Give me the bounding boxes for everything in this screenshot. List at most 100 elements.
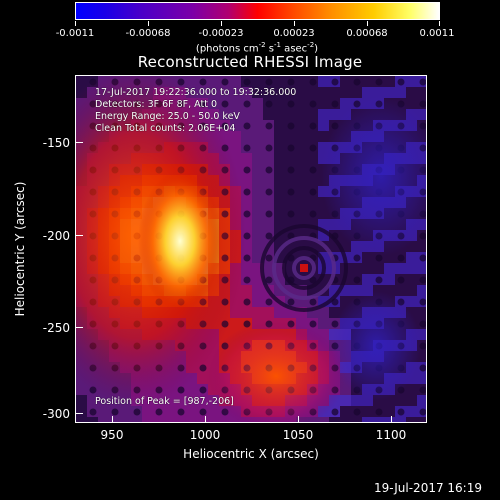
blue-region <box>321 96 426 256</box>
image-pixel <box>395 285 406 296</box>
colorbar-tick-label: 0.00068 <box>346 28 388 39</box>
image-pixel <box>318 120 329 131</box>
image-pixel <box>263 263 274 274</box>
image-pixel <box>274 197 285 208</box>
image-pixel <box>252 285 263 296</box>
image-pixel <box>230 318 241 329</box>
source-ring <box>292 256 316 280</box>
image-pixel <box>252 307 263 318</box>
image-pixel <box>406 384 417 395</box>
image-pixel <box>417 395 426 406</box>
image-pixel <box>406 263 417 274</box>
residual-hole <box>353 408 361 416</box>
image-pixel <box>318 252 329 263</box>
image-pixel <box>197 417 208 422</box>
image-pixel <box>307 307 318 318</box>
image-pixel <box>208 406 219 417</box>
image-pixel <box>285 131 296 142</box>
image-pixel <box>318 98 329 109</box>
residual-hole <box>419 78 426 86</box>
image-pixel <box>241 131 252 142</box>
image-pixel <box>241 87 252 98</box>
image-pixel <box>274 87 285 98</box>
image-pixel <box>274 252 285 263</box>
peak-position-text: Position of Peak = [987,-206] <box>95 396 234 407</box>
image-pixel <box>417 351 426 362</box>
compact-source <box>300 264 308 272</box>
image-pixel <box>98 406 109 417</box>
image-pixel <box>406 87 417 98</box>
image-pixel <box>219 87 230 98</box>
image-pixel <box>351 285 362 296</box>
image-pixel <box>296 153 307 164</box>
residual-hole <box>287 166 295 174</box>
image-pixel <box>318 329 329 340</box>
image-pixel <box>340 76 351 87</box>
residual-hole <box>221 78 229 86</box>
image-pixel <box>98 395 109 406</box>
residual-hole <box>199 386 207 394</box>
image-pixel <box>252 109 263 120</box>
image-pixel <box>252 296 263 307</box>
image-pixel <box>318 76 329 87</box>
residual-hole <box>243 188 251 196</box>
residual-hole <box>309 144 317 152</box>
residual-hole <box>375 276 383 284</box>
image-pixel <box>417 329 426 340</box>
image-pixel <box>417 241 426 252</box>
image-pixel <box>417 417 426 422</box>
image-pixel <box>351 263 362 274</box>
image-pixel <box>87 395 98 406</box>
image-pixel <box>406 395 417 406</box>
image-pixel <box>351 417 362 422</box>
image-pixel <box>362 76 373 87</box>
image-pixel <box>318 87 329 98</box>
residual-hole <box>353 276 361 284</box>
image-pixel <box>362 263 373 274</box>
image-pixel <box>274 219 285 230</box>
image-pixel <box>252 274 263 285</box>
image-pixel <box>285 175 296 186</box>
image-pixel <box>406 241 417 252</box>
image-pixel <box>307 109 318 120</box>
generation-timestamp: 19-Jul-2017 16:19 <box>373 481 482 495</box>
residual-hole <box>177 408 185 416</box>
residual-hole <box>375 78 383 86</box>
image-pixel <box>252 263 263 274</box>
image-pixel <box>384 87 395 98</box>
colorbar-tick-label: -0.00023 <box>198 28 244 39</box>
energy-range-text: Energy Range: 25.0 - 50.0 keV <box>95 111 240 122</box>
image-pixel <box>406 285 417 296</box>
image-pixel <box>274 285 285 296</box>
residual-hole <box>397 408 405 416</box>
image-pixel <box>373 285 384 296</box>
image-pixel <box>230 131 241 142</box>
image-pixel <box>406 417 417 422</box>
image-pixel <box>87 417 98 422</box>
image-pixel <box>329 285 340 296</box>
image-pixel <box>296 164 307 175</box>
image-pixel <box>417 87 426 98</box>
residual-hole <box>419 342 426 350</box>
residual-hole <box>243 144 251 152</box>
residual-hole <box>265 144 273 152</box>
x-tick-label: 950 <box>100 428 124 442</box>
image-pixel <box>285 153 296 164</box>
residual-hole <box>89 408 97 416</box>
image-pixel <box>406 274 417 285</box>
image-pixel <box>296 197 307 208</box>
image-pixel <box>296 87 307 98</box>
image-pixel <box>285 109 296 120</box>
image-pixel <box>362 252 373 263</box>
residual-hole <box>419 100 426 108</box>
image-pixel <box>230 307 241 318</box>
image-pixel <box>274 208 285 219</box>
residual-hole <box>111 408 119 416</box>
residual-hole <box>309 122 317 130</box>
residual-hole <box>331 408 339 416</box>
image-pixel <box>230 76 241 87</box>
image-pixel <box>164 417 175 422</box>
residual-hole <box>353 78 361 86</box>
image-pixel <box>76 417 87 422</box>
residual-hole <box>265 100 273 108</box>
